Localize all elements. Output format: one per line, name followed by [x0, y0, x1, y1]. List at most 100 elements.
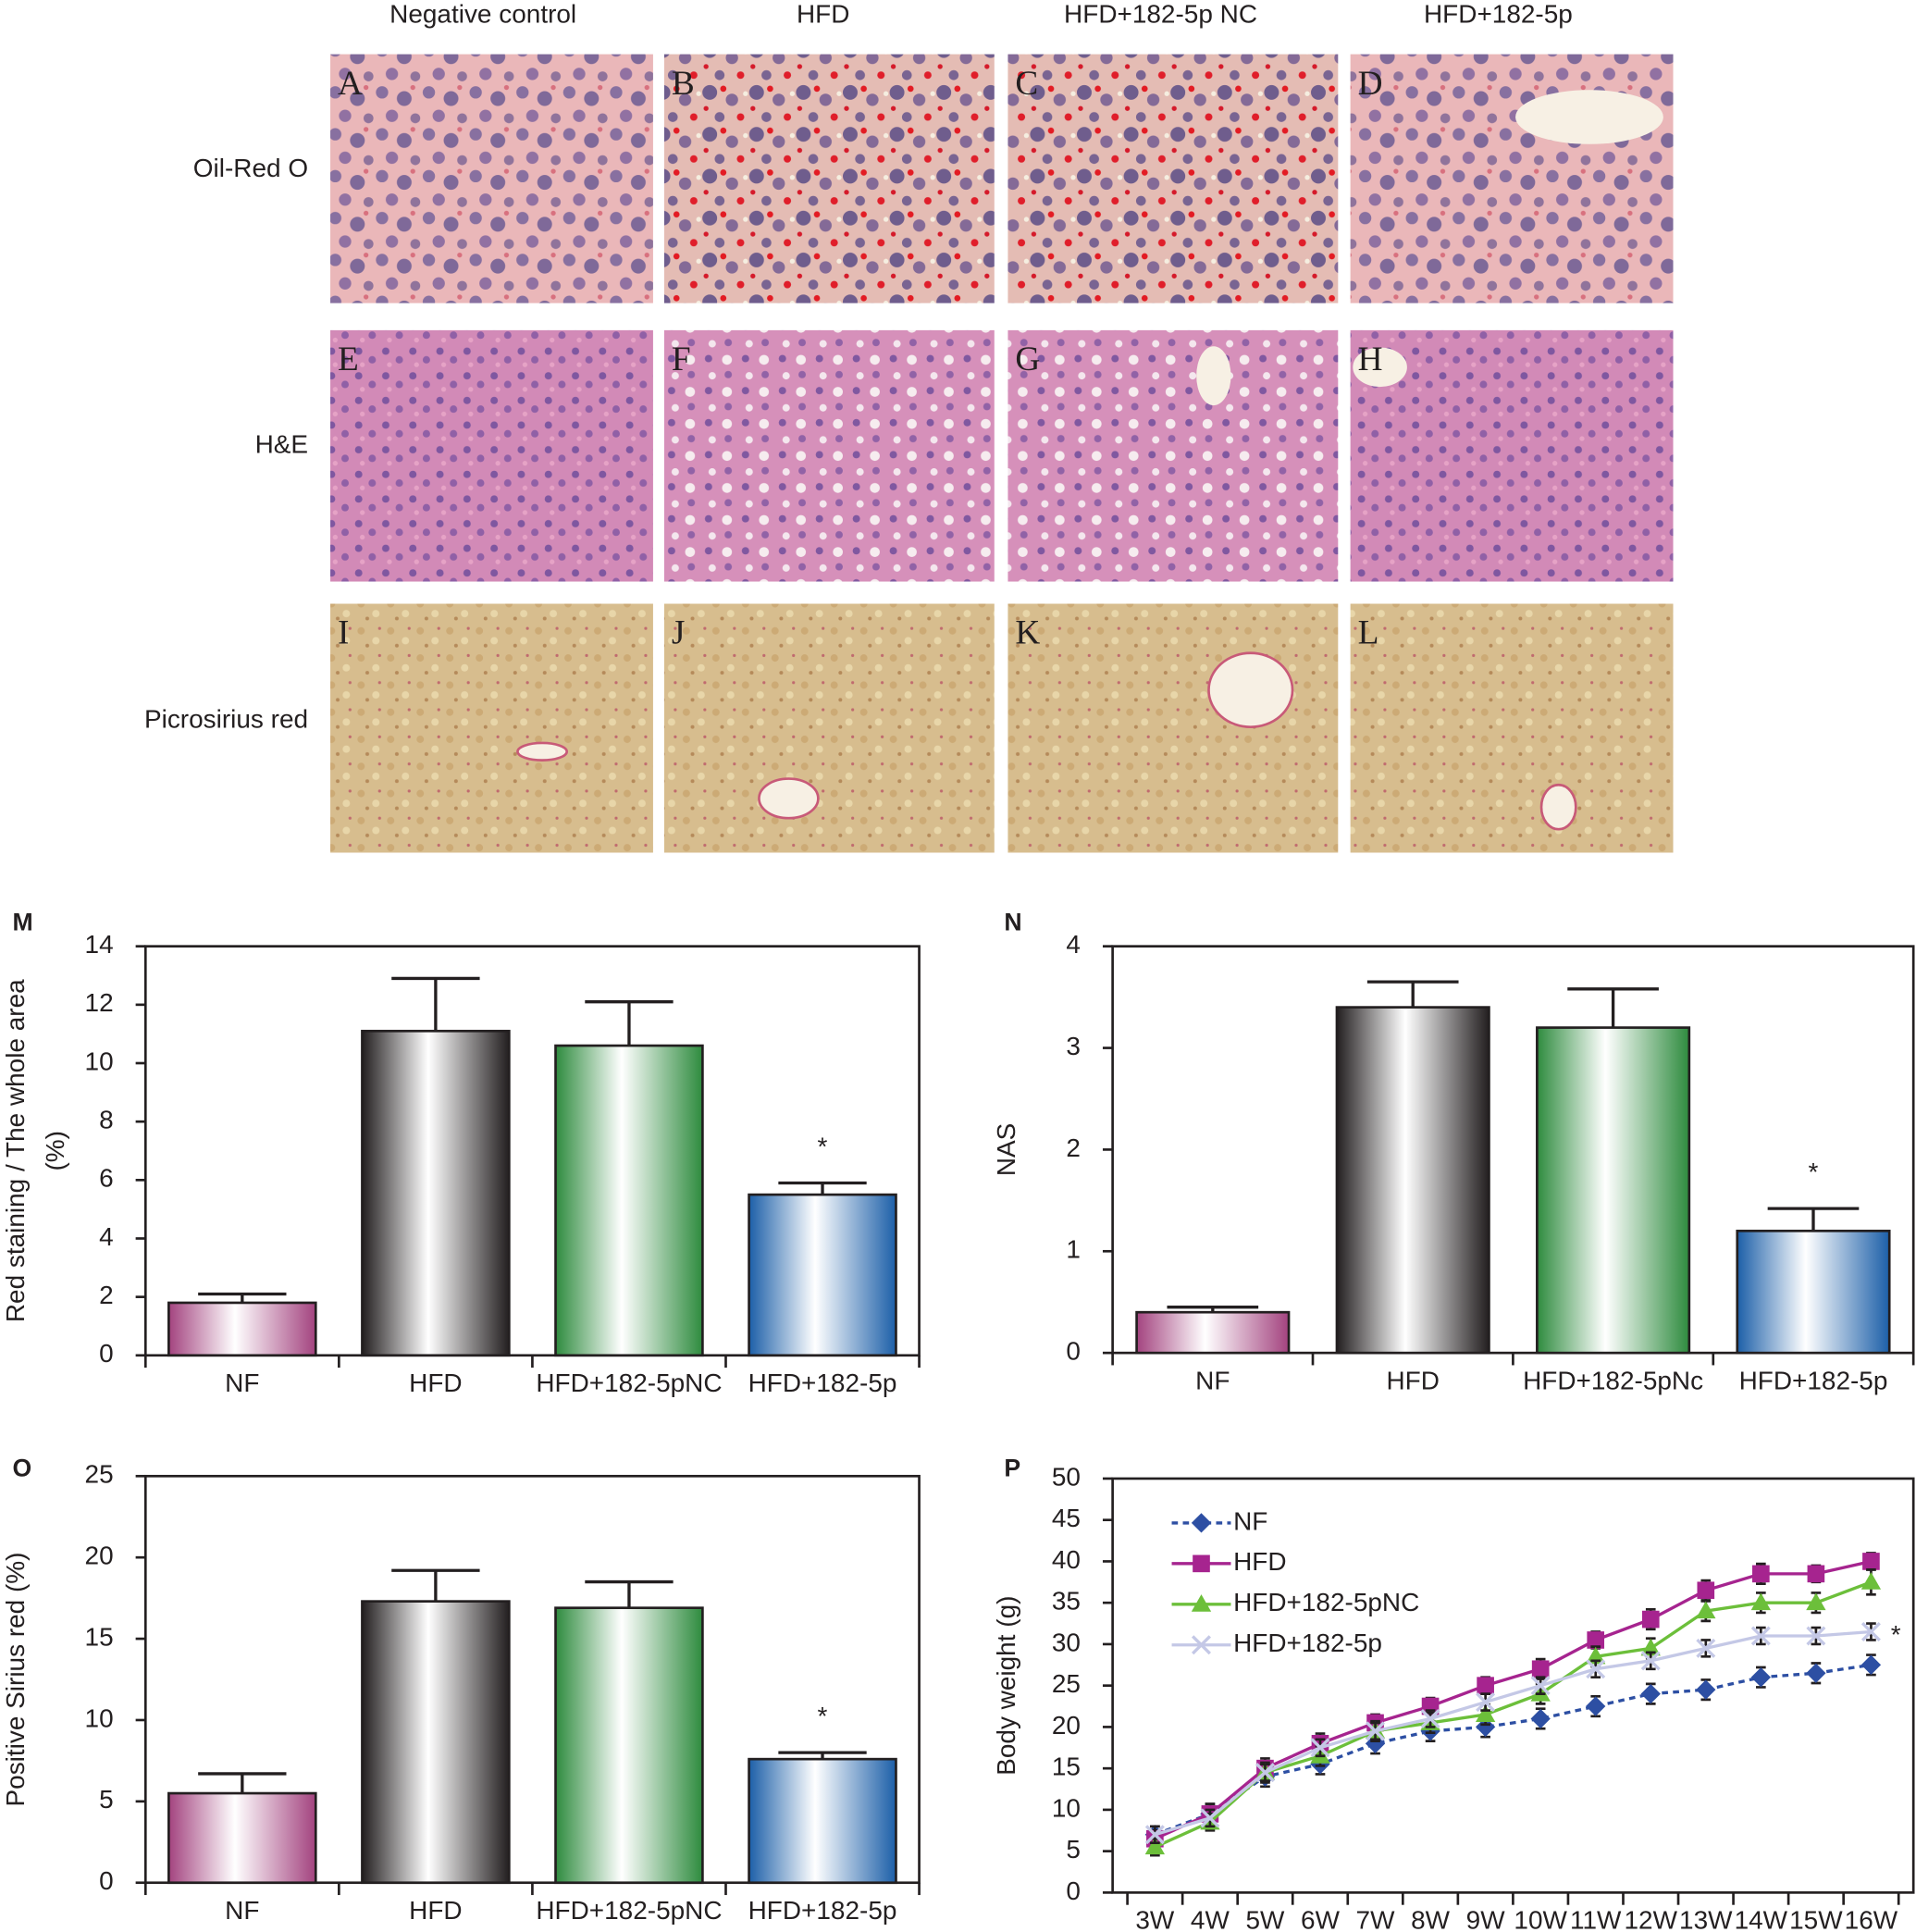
x-tick-label: HFD+182-5pNc	[1523, 1366, 1703, 1394]
y-tick-label: 10	[85, 1046, 114, 1075]
micrograph	[663, 54, 995, 303]
vessel	[758, 777, 820, 820]
vessel	[1353, 347, 1407, 388]
x-tick-label: HFD	[409, 1896, 462, 1925]
micrograph	[1350, 603, 1674, 853]
micrograph	[1007, 329, 1339, 582]
y-tick-label: 0	[99, 1866, 114, 1895]
significance-mark: *	[818, 1702, 828, 1730]
legend-marker	[1191, 1635, 1211, 1655]
panel-letter: J	[672, 614, 686, 652]
data-point	[1144, 1837, 1166, 1855]
legend-label: NF	[1233, 1506, 1267, 1535]
panel-letter: I	[338, 614, 349, 652]
y-tick-label: 35	[1052, 1587, 1081, 1616]
data-point	[1752, 1565, 1770, 1583]
column-label: HFD	[797, 0, 849, 29]
y-tick-label: 4	[1066, 930, 1081, 959]
data-point	[1862, 1553, 1880, 1570]
x-tick-label: HFD+182-5pNC	[536, 1896, 722, 1925]
y-tick-label: 6	[99, 1164, 114, 1193]
legend-marker	[1193, 1554, 1210, 1573]
data-point	[1806, 1663, 1826, 1683]
x-tick-label: HFD	[1386, 1366, 1439, 1394]
bar	[1536, 1026, 1691, 1355]
data-point	[1806, 1592, 1826, 1611]
micrograph	[663, 329, 995, 582]
y-tick-label: 40	[1052, 1545, 1081, 1574]
data-point	[1697, 1581, 1715, 1600]
data-point	[1531, 1660, 1550, 1678]
micrograph	[330, 329, 653, 582]
bar	[1736, 1229, 1891, 1355]
y-tick-label: 20	[85, 1542, 114, 1570]
x-tick-label: 5W	[1245, 1906, 1285, 1932]
row-label: H&E	[255, 429, 308, 458]
panel-label: P	[1004, 1455, 1020, 1482]
data-point	[1641, 1610, 1660, 1629]
panel-letter: F	[672, 341, 691, 378]
series-line	[1154, 1629, 1872, 1837]
panel-letter: E	[338, 341, 359, 378]
y-axis-label: Positive Sirius red (%)	[1, 1553, 30, 1807]
data-point	[1696, 1679, 1716, 1700]
x-tick-label: 13W	[1679, 1906, 1733, 1932]
data-point	[1750, 1592, 1771, 1611]
y-tick-label: 12	[85, 988, 114, 1017]
panel-letter: B	[672, 65, 695, 103]
y-tick-label: 1	[1066, 1235, 1081, 1264]
y-tick-label: 15	[1052, 1752, 1081, 1781]
x-tick-label: NF	[225, 1368, 259, 1397]
bar	[1135, 1310, 1291, 1355]
data-point	[1475, 1704, 1496, 1722]
y-axis-label: Body weight (g)	[992, 1596, 1020, 1776]
vessel	[1207, 651, 1294, 728]
vessel	[1196, 346, 1231, 406]
micrograph	[1007, 54, 1339, 303]
y-tick-label: 8	[99, 1106, 114, 1134]
panel-letter: K	[1015, 614, 1040, 652]
panel-label: O	[12, 1455, 31, 1482]
panel-label: N	[1004, 909, 1021, 936]
bar	[748, 1757, 897, 1885]
data-point	[1860, 1572, 1882, 1590]
data-point	[1750, 1626, 1771, 1646]
data-point	[1750, 1667, 1771, 1688]
legend-label: HFD	[1233, 1547, 1286, 1576]
y-axis-label: NAS	[992, 1123, 1020, 1176]
x-tick-label: HFD+182-5p	[1739, 1366, 1888, 1394]
column-label: HFD+182-5p	[1424, 0, 1573, 29]
y-tick-label: 2	[99, 1281, 114, 1309]
y-tick-label: 25	[85, 1460, 114, 1489]
bar	[167, 1791, 317, 1885]
x-tick-label: HFD+182-5p	[748, 1368, 897, 1397]
panel-letter: D	[1358, 65, 1383, 103]
x-tick-label: 9W	[1466, 1906, 1506, 1932]
x-tick-label: HFD+182-5pNC	[536, 1368, 722, 1397]
legend-label: HFD+182-5p	[1233, 1629, 1382, 1657]
significance-mark: *	[818, 1133, 828, 1161]
bar	[361, 1600, 511, 1885]
data-point	[1310, 1738, 1330, 1758]
bar	[167, 1301, 317, 1357]
legend-marker	[1191, 1513, 1212, 1533]
data-point	[1477, 1677, 1494, 1694]
panel-letter: H	[1358, 341, 1383, 378]
row-label: Oil-Red O	[193, 154, 308, 182]
y-tick-label: 5	[1066, 1835, 1081, 1864]
y-tick-label: 25	[1052, 1669, 1081, 1698]
panel-letter: C	[1015, 65, 1038, 103]
x-tick-label: 4W	[1191, 1906, 1230, 1932]
x-tick-label: 11W	[1570, 1906, 1622, 1932]
significance-mark: *	[1809, 1158, 1819, 1186]
data-point	[1860, 1622, 1881, 1642]
series-line	[1154, 1559, 1872, 1840]
micrograph	[330, 54, 653, 303]
data-point	[1640, 1683, 1661, 1704]
x-tick-label: NF	[1195, 1366, 1230, 1394]
micrograph	[1350, 54, 1674, 303]
y-tick-label: 0	[1066, 1337, 1081, 1366]
data-point	[1640, 1651, 1661, 1671]
